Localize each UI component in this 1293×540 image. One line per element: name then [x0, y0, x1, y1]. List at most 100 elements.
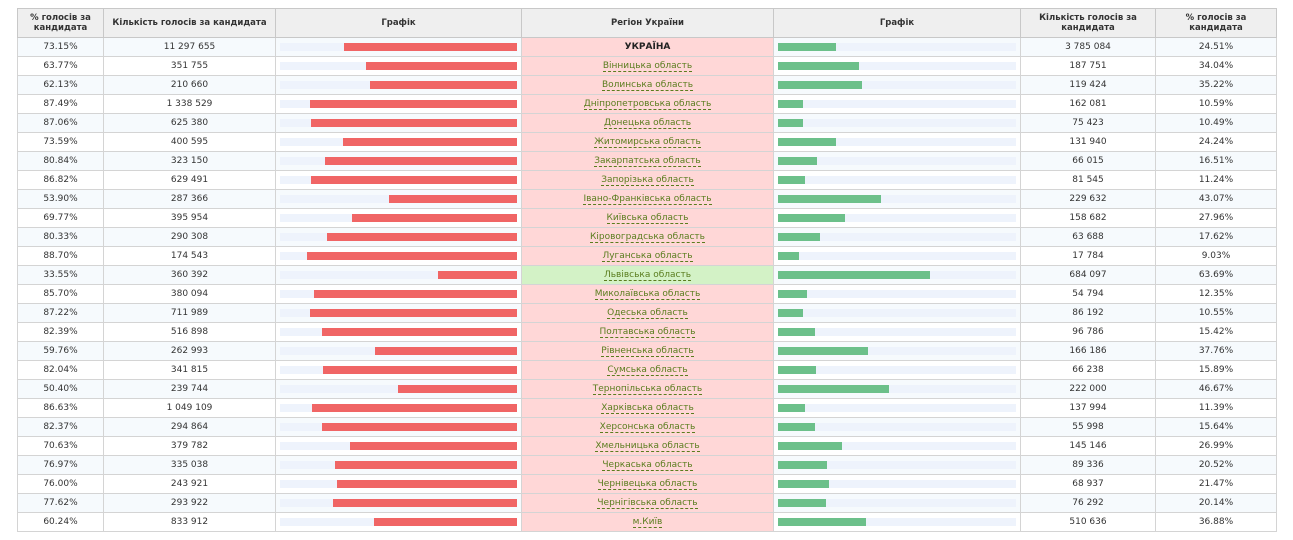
left-percent: 73.59%	[17, 132, 104, 152]
right-percent: 35.22%	[1155, 75, 1277, 95]
bar-track	[778, 404, 1016, 412]
region-link[interactable]: Херсонська область	[599, 422, 696, 433]
bar	[313, 290, 517, 298]
left-percent: 69.77%	[17, 208, 104, 228]
region-link[interactable]: Чернівецька область	[597, 479, 698, 490]
table-row: 86.82% 629 491 Запорізька область 81 545 11.…	[17, 170, 1277, 190]
bar-track	[280, 442, 517, 450]
right-percent: 10.55%	[1155, 303, 1277, 323]
region-link[interactable]: Львівська область	[603, 270, 692, 281]
left-percent: 53.90%	[17, 189, 104, 209]
right-percent: 12.35%	[1155, 284, 1277, 304]
table-row: 87.06% 625 380 Донецька область 75 423 10.49…	[17, 113, 1277, 133]
region-link[interactable]: Закарпатська область	[594, 156, 701, 167]
table-row: 62.13% 210 660 Волинська область 119 424 35.…	[17, 75, 1277, 95]
region-cell: Хмельницька область	[521, 436, 774, 456]
region-link[interactable]: Черкаська область	[602, 460, 693, 471]
bar	[778, 499, 826, 507]
table-row: 77.62% 293 922 Чернігівська область 76 292 2…	[17, 493, 1277, 513]
bar-track	[280, 233, 517, 241]
region-cell: Житомирська область	[521, 132, 774, 152]
region-cell: м.Київ	[521, 512, 774, 532]
left-percent: 70.63%	[17, 436, 104, 456]
region-link[interactable]: Полтавська область	[599, 327, 696, 338]
region-cell: Харківська область	[521, 398, 774, 418]
bar-track	[778, 252, 1016, 260]
region-cell: Донецька область	[521, 113, 774, 133]
left-votes: 379 782	[103, 436, 276, 456]
left-votes: 395 954	[103, 208, 276, 228]
right-votes: 158 682	[1020, 208, 1156, 228]
region-link[interactable]: Волинська область	[601, 80, 694, 91]
left-votes: 210 660	[103, 75, 276, 95]
region-link[interactable]: Луганська область	[602, 251, 693, 262]
table-row: 82.39% 516 898 Полтавська область 96 786 15.…	[17, 322, 1277, 342]
region-link[interactable]: Тернопільська область	[592, 384, 703, 395]
bar-track	[778, 100, 1016, 108]
bar	[310, 309, 517, 317]
left-percent: 50.40%	[17, 379, 104, 399]
left-graph	[275, 379, 522, 399]
left-percent: 77.62%	[17, 493, 104, 513]
bar	[326, 233, 517, 241]
region-link[interactable]: Одеська область	[607, 308, 688, 319]
bar-track	[778, 43, 1016, 51]
right-votes: 684 097	[1020, 265, 1156, 285]
bar-track	[778, 119, 1016, 127]
region-link[interactable]: Рівненська область	[601, 346, 694, 357]
bar	[333, 499, 517, 507]
bar	[778, 195, 881, 203]
table-row: 87.22% 711 989 Одеська область 86 192 10.55%	[17, 303, 1277, 323]
bar	[334, 461, 517, 469]
bar	[778, 176, 805, 184]
bar	[374, 518, 517, 526]
right-graph	[773, 322, 1021, 342]
left-graph	[275, 113, 522, 133]
left-votes: 400 595	[103, 132, 276, 152]
right-percent: 15.42%	[1155, 322, 1277, 342]
region-link[interactable]: м.Київ	[632, 517, 663, 528]
left-percent: 86.63%	[17, 398, 104, 418]
right-percent: 15.64%	[1155, 417, 1277, 437]
region-link[interactable]: Київська область	[606, 213, 689, 224]
region-link[interactable]: Івано-Франківська область	[583, 194, 712, 205]
region-link[interactable]: Кіровоградська область	[590, 232, 705, 243]
region-link[interactable]: Житомирська область	[594, 137, 701, 148]
region-link[interactable]: Харківська область	[601, 403, 694, 414]
right-percent: 11.24%	[1155, 170, 1277, 190]
region-link[interactable]: Чернігівська область	[597, 498, 698, 509]
right-votes: 137 994	[1020, 398, 1156, 418]
left-graph	[275, 341, 522, 361]
left-votes: 287 366	[103, 189, 276, 209]
region-link[interactable]: Запорізька область	[601, 175, 694, 186]
right-graph	[773, 189, 1021, 209]
left-percent: 82.39%	[17, 322, 104, 342]
region-link[interactable]: Сумська область	[607, 365, 688, 376]
left-graph	[275, 303, 522, 323]
right-graph	[773, 75, 1021, 95]
right-votes: 187 751	[1020, 56, 1156, 76]
bar	[778, 404, 806, 412]
region-link[interactable]: Донецька область	[603, 118, 692, 129]
bar	[351, 214, 517, 222]
region-cell: Івано-Франківська область	[521, 189, 774, 209]
bar-track	[280, 214, 517, 222]
region-link[interactable]: Дніпропетровська область	[583, 99, 712, 110]
region-link[interactable]: Вінницька область	[602, 61, 693, 72]
right-percent: 24.51%	[1155, 37, 1277, 57]
left-votes: 11 297 655	[103, 37, 276, 57]
bar	[321, 328, 517, 336]
right-percent: 21.47%	[1155, 474, 1277, 494]
bar	[778, 480, 830, 488]
left-percent: 87.22%	[17, 303, 104, 323]
right-votes: 119 424	[1020, 75, 1156, 95]
bar-track	[778, 347, 1016, 355]
bar	[349, 442, 517, 450]
region-cell: Херсонська область	[521, 417, 774, 437]
bar	[311, 404, 517, 412]
region-cell: Київська область	[521, 208, 774, 228]
region-link[interactable]: Хмельницька область	[595, 441, 700, 452]
left-votes: 323 150	[103, 151, 276, 171]
region-link[interactable]: Миколаївська область	[594, 289, 701, 300]
region-name: УКРАЇНА	[624, 42, 671, 52]
